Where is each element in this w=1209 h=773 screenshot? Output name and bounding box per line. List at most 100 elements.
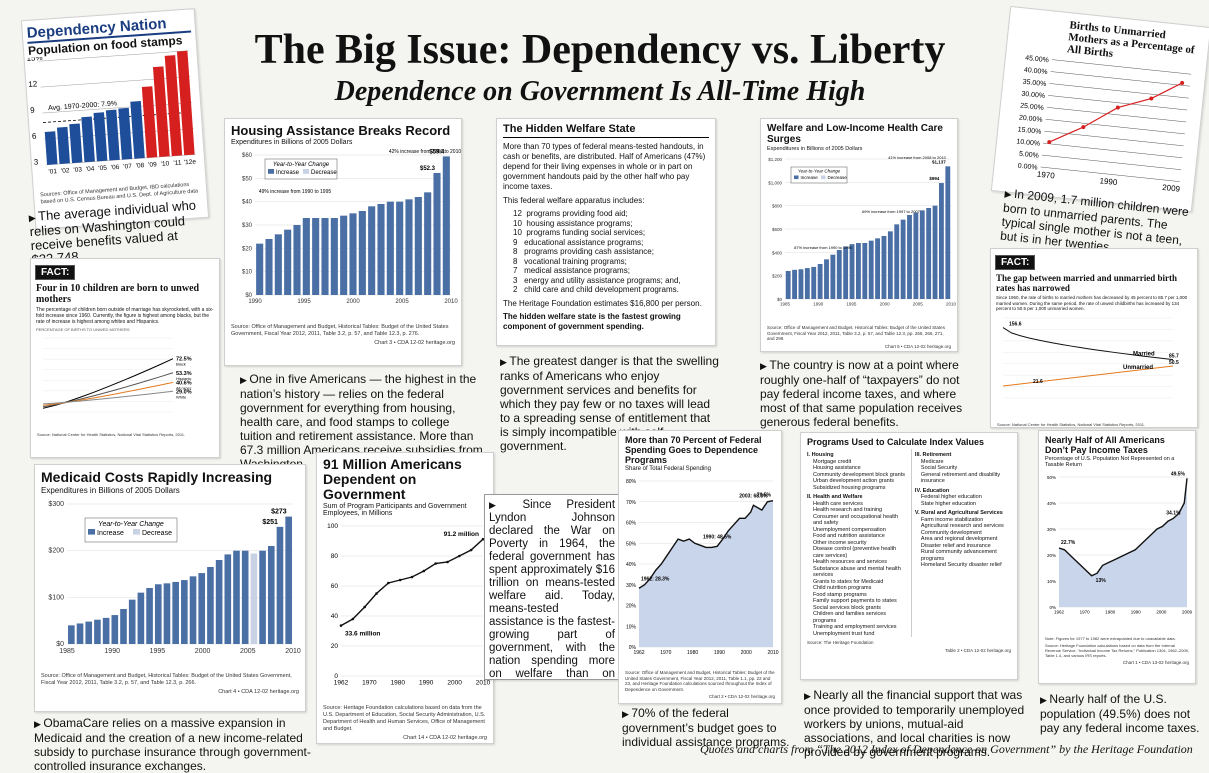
y-tick-label: $800 [772,204,783,209]
y-tick-label: 40.00% [1024,67,1048,76]
y-tick-label: 12 [28,79,38,89]
y-tick-label: 50% [1047,475,1056,480]
data-point [1149,96,1154,101]
bar [377,204,385,295]
housing-source: Source: Office of Management and Budget,… [231,324,449,337]
bar [875,238,881,299]
programs-section-heading: II. Health and Welfare [807,494,863,500]
programs-item: Federal higher education [920,494,982,500]
legend-swatch-increase [268,169,274,174]
housing-card: Housing Assistance Breaks Record Expendi… [224,118,462,366]
y-tick-label: $1,000 [768,180,782,185]
programs-item: Area and regional development [920,536,998,542]
bar [836,250,842,299]
bar [267,546,275,644]
hidden-p4: The hidden welfare state is the fastest … [503,311,681,331]
gridline [1045,119,1185,135]
bar [154,584,162,644]
y-tick-label: 10% [1047,579,1056,584]
y-tick-label: 6 [32,131,38,140]
legend-swatch-decrease [821,175,826,180]
programs-item: General retirement and disability insura… [920,471,1001,485]
legend-decrease: Decrease [311,170,337,176]
bar [907,215,912,299]
fact-badge-2: FACT: [995,255,1036,270]
hidden-p2: This federal welfare apparatus includes: [503,196,645,205]
gridline [1041,154,1182,170]
data-point [434,562,437,565]
series-line [42,358,174,409]
y-tick-label: 0 [334,673,338,680]
housing-mid-note: 49% increase from 1990 to 1995 [259,189,331,195]
series-value: 29.0% [176,389,192,395]
x-tick-label: 2005 [240,648,256,655]
series-name: Hispanic [176,376,191,381]
health-note-2: 69% increase from 1997 to 2007 [862,209,921,214]
programs-title: Programs Used to Calculate Index Values [807,437,985,447]
x-tick-label: 2005 [913,302,924,307]
hidden-list-item: 8 programs providing cash assistance; [513,247,654,256]
x-tick-label: 2005 [395,299,409,305]
legend-swatch-increase [88,529,95,535]
bar [118,107,133,160]
programs-item: Subsidized housing programs [813,484,886,491]
data-point [1047,140,1052,145]
bar [56,126,70,164]
x-tick-label: 2009 [1182,610,1193,615]
programs-item: Consumer and occupational health and saf… [813,513,899,527]
notax-card: Nearly Half of All Americans Don’t Pay I… [1038,430,1196,684]
hidden-list-item: 3 energy and utility assistance programs… [513,275,681,285]
bar [198,573,206,644]
bar [111,615,119,644]
programs-item: Food and nutrition assistance [813,533,885,539]
spending-bullet: 70% of the federal government’s budget g… [622,706,798,749]
bar [274,234,282,295]
millions-source: Source: Heritage Foundation calculations… [323,705,486,732]
notax-note: Note: Figures for 1977 to 1982 were extr… [1045,636,1176,641]
bar [189,576,197,644]
x-tick-label: 2010 [767,650,778,656]
x-tick-label: 1980 [687,650,698,656]
x-tick-label: 1980 [391,680,406,687]
average-label: Avg. 1970-2000: 7.9% [48,100,117,112]
legend-decrease: Decrease [142,530,172,537]
gridline [1046,107,1187,123]
legend-increase: Increase [276,170,300,176]
millions-title: 91 Million Americans Dependent on Govern… [323,456,462,502]
programs-source: Source: The Heritage Foundation [807,640,874,645]
y-tick-label: $60 [242,153,253,159]
data-point [339,624,343,627]
programs-column-2: III. Retirement Medicare Social Security Ge… [910,449,1011,637]
x-tick-label: 1962 [633,650,644,656]
y-tick-label: 80 [331,553,339,560]
hidden-p3: The Heritage Foundation estimates $16,80… [503,298,702,308]
x-tick-label: 2000 [195,648,211,655]
unwed-title: Four in 10 children are born to unwed mo… [36,283,200,305]
y-tick-label: $50 [242,176,253,182]
data-point [1081,125,1086,130]
bar [349,213,357,295]
legend-title: Year-to-Year Change [273,162,330,168]
y-tick-label: 10.00% [1016,138,1040,147]
gridline [1051,59,1192,75]
y-tick-label: 40 [331,613,339,620]
bar [804,268,810,299]
series-line [638,500,774,589]
x-tick-label: '08 [136,162,145,170]
series-name: White [176,394,187,399]
gridline [1050,71,1190,87]
x-tick-label: 1995 [846,302,857,307]
gridline [40,76,191,88]
millions-card: 91 Million Americans Dependent on Govern… [316,452,494,744]
series-name: All races [176,385,191,390]
programs-item: Housing assistance [813,465,861,471]
births-clipping: Births to Unmarried Mothers as a Percent… [990,5,1209,213]
legend-title: Year-to-Year Change [98,521,164,528]
legend-increase: Increase [801,175,819,180]
y-tick-label: 9 [30,106,36,115]
y-tick-label: 20.00% [1018,114,1042,123]
legend-increase: Increase [97,530,124,537]
bar [785,271,791,299]
x-tick-label: 1990 [1131,610,1142,615]
gridline [1040,166,1180,182]
